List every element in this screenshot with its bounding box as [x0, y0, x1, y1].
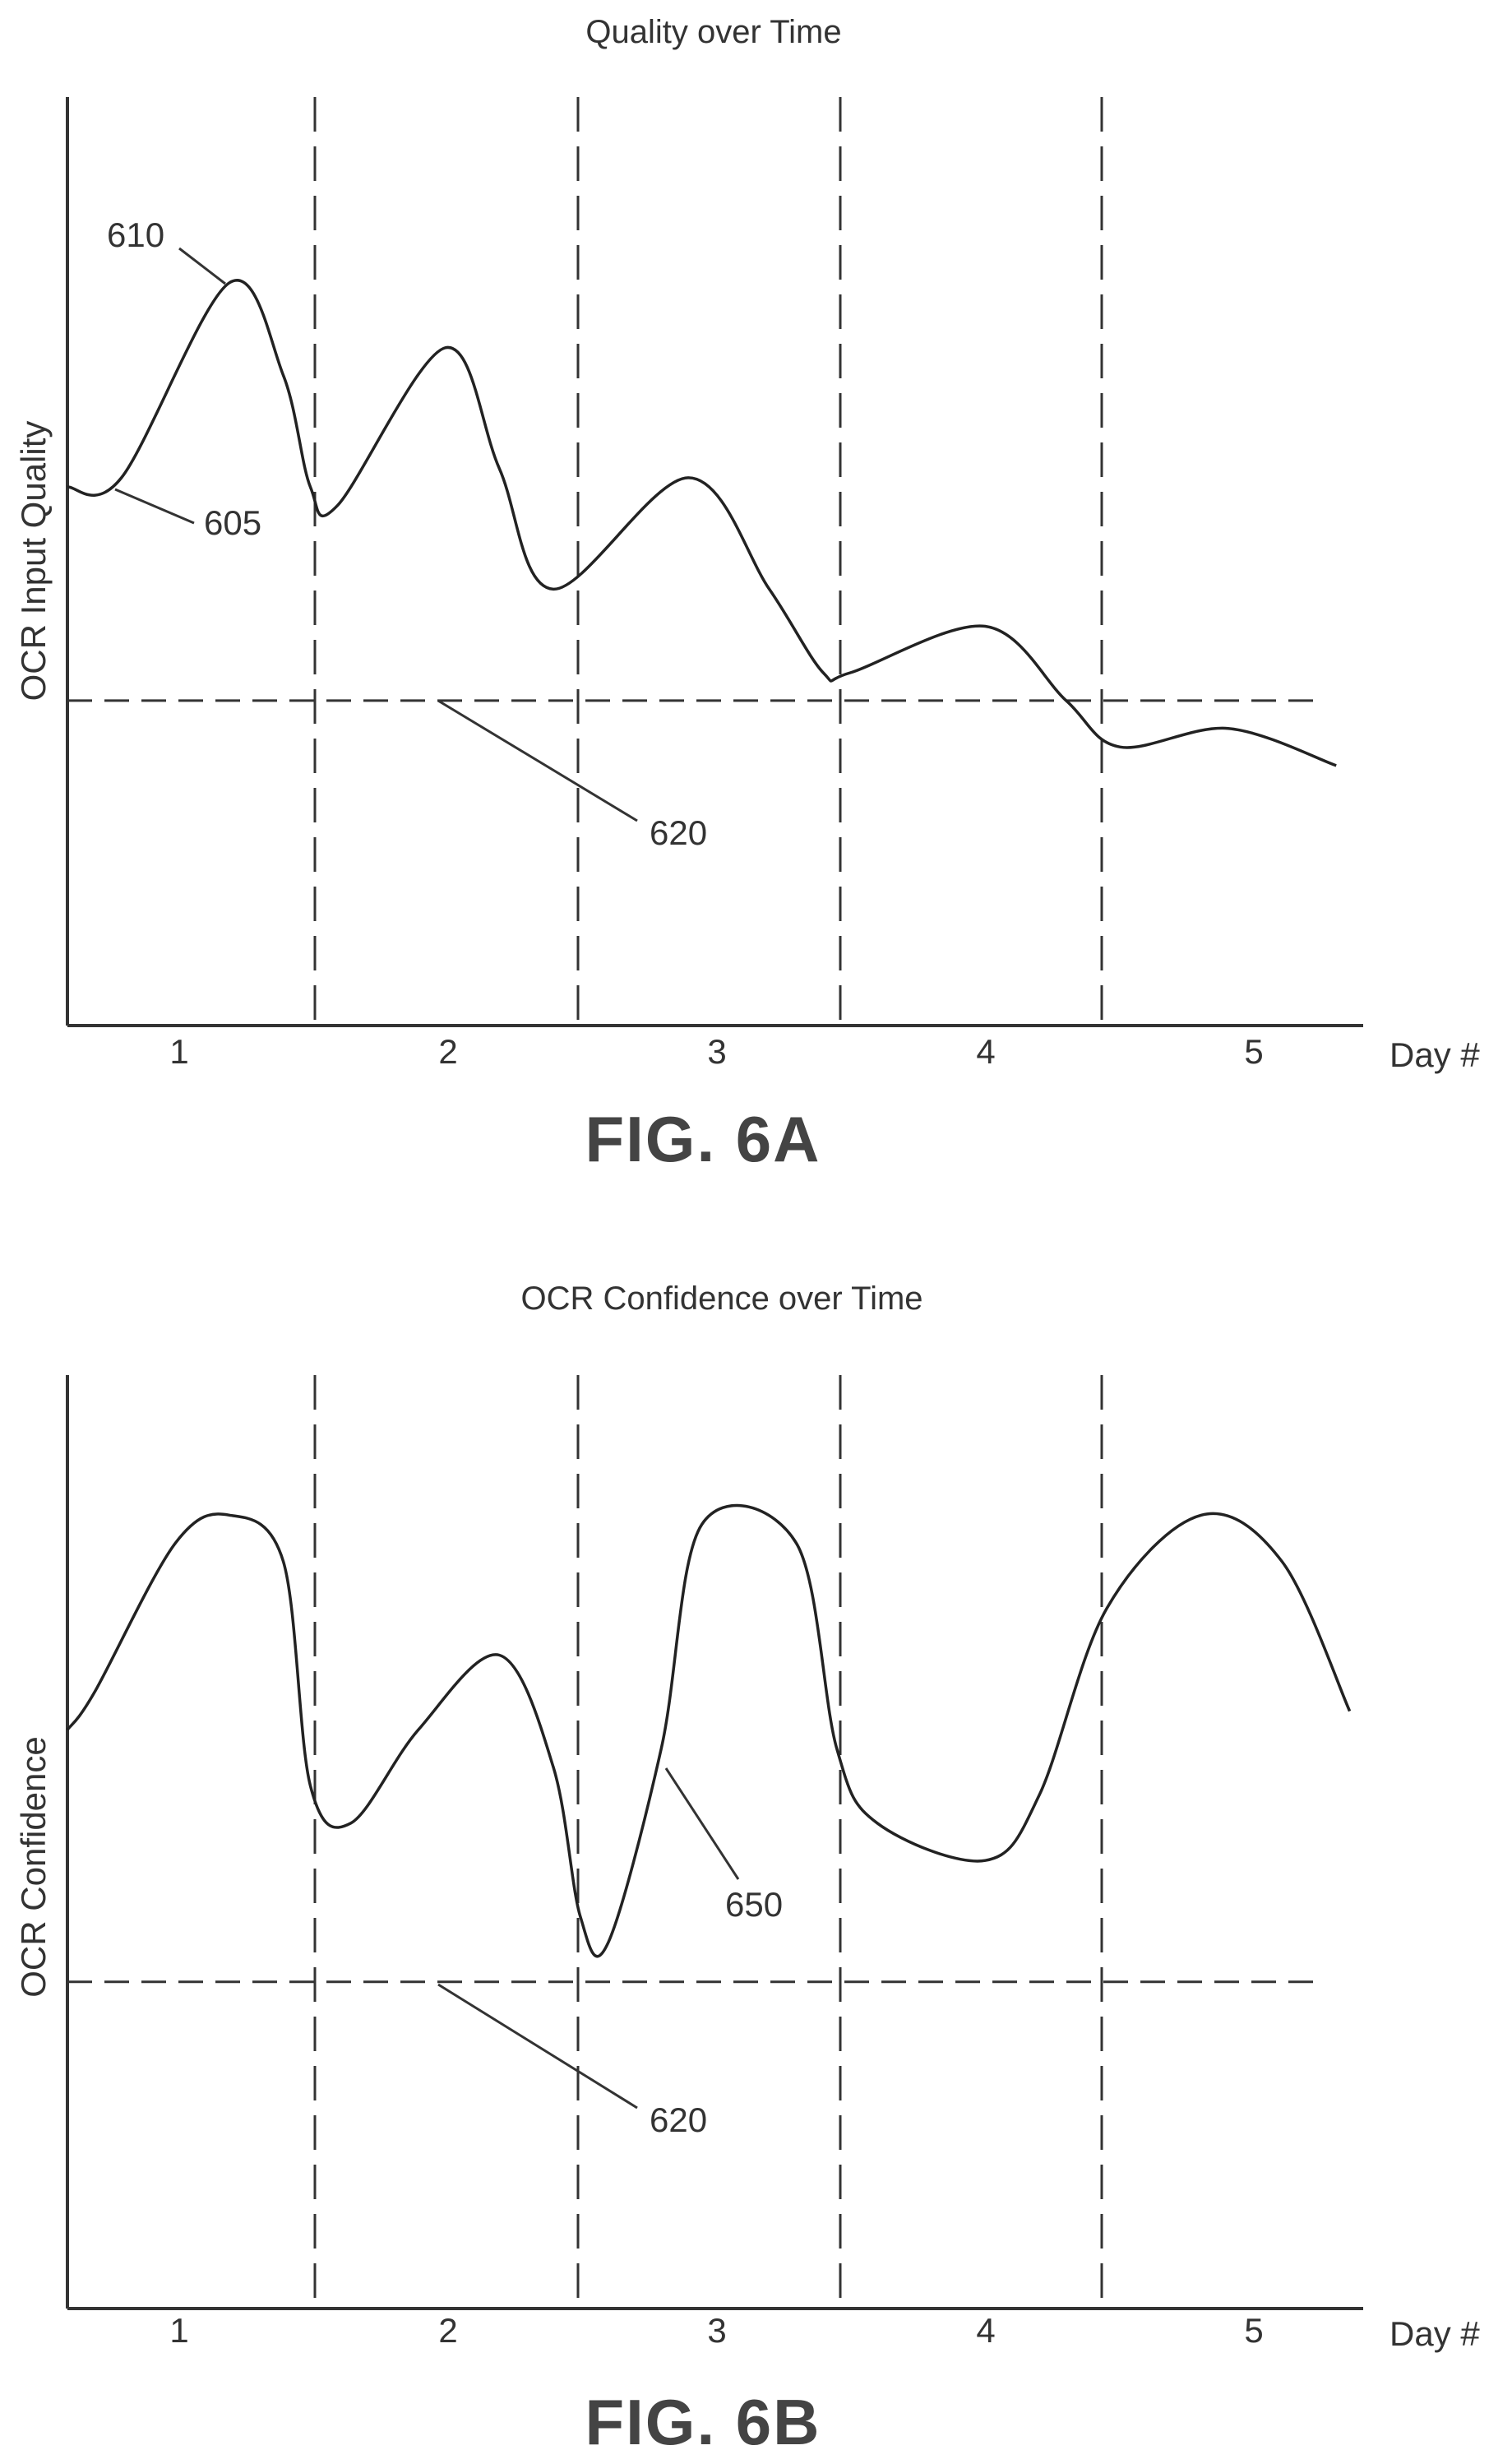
- chart-a-x-tick-5: 5: [1244, 1032, 1263, 1071]
- chart-b-leader-620: [437, 1983, 638, 2110]
- chart-a-x-tick-2: 2: [438, 1032, 457, 1071]
- chart-a-leader-610: [178, 247, 226, 285]
- chart-a-x-tick-1: 1: [169, 1032, 188, 1071]
- chart-b-title: OCR Confidence over Time: [520, 1281, 922, 1317]
- chart-a-x-axis-label: Day #: [1389, 1035, 1480, 1074]
- chart-b-figure-label: FIG. 6B: [585, 2386, 821, 2450]
- chart-a-x-tick-3: 3: [707, 1032, 726, 1071]
- chart-a-leader-620: [437, 699, 638, 822]
- chart-a-series-line: [67, 279, 1337, 767]
- chart-b-ref-620: 620: [650, 2100, 707, 2139]
- chart-b-y-axis-label: OCR Confidence: [14, 1736, 53, 1997]
- chart-a-ref-605: 605: [204, 503, 261, 542]
- chart-quality-over-time: Quality over Time 1 2 3 4 5 Day # OCR In…: [14, 14, 1480, 1175]
- chart-b-ref-650: 650: [725, 1885, 783, 1924]
- chart-a-y-axis-label: OCR Input Quality: [14, 421, 53, 702]
- chart-b-x-tick-3: 3: [707, 2311, 726, 2350]
- chart-b-x-axis-label: Day #: [1389, 2314, 1480, 2353]
- chart-b-x-tick-4: 4: [976, 2311, 995, 2350]
- chart-a-x-tick-4: 4: [976, 1032, 995, 1071]
- chart-a-figure-label: FIG. 6A: [585, 1103, 821, 1175]
- chart-a-title: Quality over Time: [585, 14, 841, 50]
- chart-b-series-line: [66, 1503, 1352, 1958]
- chart-b-x-tick-5: 5: [1244, 2311, 1263, 2350]
- chart-b-x-tick-1: 1: [169, 2311, 188, 2350]
- chart-a-ref-620: 620: [650, 813, 707, 852]
- chart-a-ref-610: 610: [107, 215, 164, 254]
- chart-ocr-confidence-over-time: OCR Confidence over Time 1 2 3 4 5 Day #…: [14, 1281, 1480, 2450]
- chart-b-leader-650: [664, 1767, 740, 1880]
- chart-b-x-tick-2: 2: [438, 2311, 457, 2350]
- chart-a-leader-605: [114, 488, 195, 525]
